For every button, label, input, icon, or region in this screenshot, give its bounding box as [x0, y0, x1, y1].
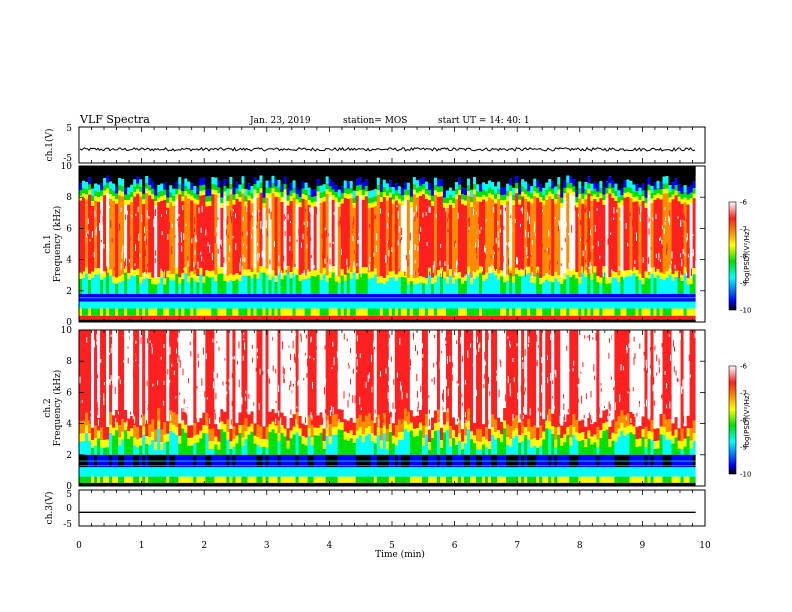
- ch1-spectrogram-image: [79, 166, 705, 322]
- start-time-label: start UT = 14: 40: 1: [438, 116, 530, 126]
- ch1-colorbar-label: log(PSD)(V²/Hz): [743, 228, 751, 283]
- ch3-waveform-panel: 5 0 -5 ch.3(V): [44, 489, 706, 530]
- ch1-waveform-panel: 5 -5 ch.1(V): [44, 124, 706, 164]
- freq-tick-label: 10: [61, 326, 73, 336]
- freq-tick-label: 4: [66, 256, 72, 266]
- freq-tick-label: 2: [66, 287, 72, 297]
- ch1-ytick-top: 5: [66, 124, 72, 134]
- freq-tick-label: 10: [61, 162, 73, 172]
- ch3-frame: [78, 489, 706, 527]
- ch1-ytick-bottom: -5: [63, 154, 72, 164]
- ch2-colorbar: [728, 365, 737, 475]
- ch3-ytick-top: 5: [66, 490, 72, 500]
- x-tick-label: 9: [640, 541, 646, 551]
- x-tick-label: 2: [201, 541, 207, 551]
- colorbar-tick-label: -7: [740, 226, 747, 234]
- ch2-spectrogram-image: [79, 330, 705, 486]
- ch3-ytick-bottom: -5: [63, 520, 72, 530]
- colorbar-tick-label: -6: [740, 199, 748, 207]
- ch1-waveform-line: [79, 146, 696, 152]
- colorbar-tick-label: -6: [740, 363, 748, 371]
- colorbar-tick-label: -10: [740, 471, 751, 479]
- date-label: Jan. 23, 2019: [249, 116, 311, 126]
- ch1-spectrogram-panel: 0 2 4 6 8 10 ch.1 Frequency (kHz) -6 -7 -8 -9 -10…: [43, 162, 751, 328]
- x-tick-label: 8: [577, 541, 583, 551]
- x-tick-label: 0: [76, 541, 82, 551]
- colorbar-tick-label: -7: [740, 390, 747, 398]
- colorbar-tick-label: -8: [740, 253, 747, 261]
- x-tick-label: 7: [514, 541, 520, 551]
- freq-tick-label: 2: [66, 451, 72, 461]
- ch3-ylabel: ch.3(V): [44, 492, 55, 525]
- freq-tick-label: 0: [66, 318, 72, 328]
- ch2-spectrogram-panel: 0 2 4 6 8 10 ch.2 Frequency (kHz) -6 -7 -8 -9 -10…: [43, 326, 751, 492]
- colorbar-tick-label: -10: [740, 307, 751, 315]
- ch1-ylabel: ch.1(V): [44, 129, 55, 162]
- colorbar-tick-label: -9: [740, 444, 747, 452]
- ch1-spec-channel: ch.1: [43, 234, 53, 253]
- ch2-spec-channel: ch.2: [43, 398, 53, 417]
- freq-tick-label: 8: [66, 193, 72, 203]
- freq-tick-label: 4: [66, 420, 72, 430]
- ch2-colorbar-label: log(PSD)(V²/Hz): [743, 392, 751, 447]
- x-axis-label: Time (min): [375, 549, 425, 560]
- x-tick-label: 10: [699, 541, 711, 551]
- freq-tick-label: 8: [66, 357, 72, 367]
- station-label: station= MOS: [343, 116, 407, 126]
- colorbar-tick-label: -8: [740, 417, 747, 425]
- ch1-frame: [78, 126, 706, 164]
- x-tick-label: 6: [452, 541, 458, 551]
- ch3-ytick-mid: 0: [66, 504, 72, 514]
- ch1-spec-ylabel: Frequency (kHz): [52, 206, 63, 283]
- x-tick-label: 3: [264, 541, 270, 551]
- ch2-spec-ylabel: Frequency (kHz): [52, 370, 63, 447]
- freq-tick-label: 6: [66, 388, 72, 398]
- x-tick-label: 5: [389, 541, 395, 551]
- x-tick-label: 1: [139, 541, 145, 551]
- freq-tick-label: 0: [66, 482, 72, 492]
- figure-title: VLF Spectra: [79, 113, 150, 126]
- x-tick-label: 4: [327, 541, 333, 551]
- freq-tick-label: 6: [66, 224, 72, 234]
- colorbar-tick-label: -9: [740, 280, 747, 288]
- ch1-colorbar: [728, 201, 737, 311]
